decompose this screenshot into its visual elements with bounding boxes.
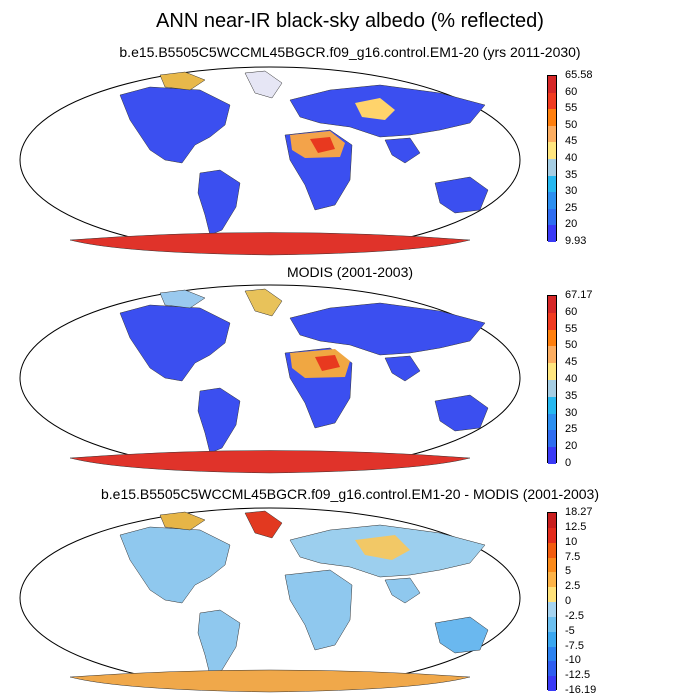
colorbar-label: 67.17 [565, 289, 593, 301]
colorbar-label: 65.58 [565, 69, 593, 81]
colorbar-swatch [548, 329, 556, 347]
colorbar-swatch [548, 646, 556, 662]
colorbar-swatch [548, 380, 556, 398]
colorbar-label: 30 [565, 185, 578, 198]
colorbar-label: -16.19 [565, 684, 597, 696]
panel-3-map [19, 507, 521, 693]
panel-2-colorbar-box [547, 295, 557, 465]
colorbar-swatch [548, 447, 556, 465]
colorbar-label: 0 [565, 595, 572, 607]
colorbar-label: 50 [565, 118, 578, 131]
colorbar-swatch [548, 312, 556, 331]
panel-1-map-content [19, 66, 521, 256]
colorbar-swatch [548, 225, 556, 243]
colorbar-swatch [548, 513, 556, 529]
colorbar-label: 5 [565, 565, 572, 578]
colorbar-swatch [548, 192, 556, 210]
panel-3-colorbar-box [547, 512, 557, 692]
colorbar-swatch [548, 587, 556, 603]
colorbar-label: -2.5 [565, 609, 584, 622]
panel-3-colorbar: 18.27 12.5 10 7.5 5 2.5 0 -2.5 -5 -7.5 -10 -12.5 -16… [547, 506, 607, 696]
colorbar-swatch [548, 542, 556, 558]
colorbar-swatch [548, 159, 556, 177]
colorbar-label: 60 [565, 305, 578, 318]
colorbar-label: 55 [565, 322, 578, 335]
colorbar-label: -5 [565, 624, 575, 637]
colorbar-swatch [548, 109, 556, 127]
colorbar-swatch [548, 125, 556, 143]
panel-2-colorbar: 67.17 60 55 50 45 40 35 30 25 20 0 [547, 289, 607, 469]
colorbar-swatch [548, 572, 556, 588]
colorbar-label: 55 [565, 102, 578, 115]
colorbar-swatch [548, 413, 556, 431]
colorbar-label: 60 [565, 85, 578, 98]
panel-1-title: b.e15.B5505C5WCCML45BGCR.f09_g16.control… [119, 44, 581, 60]
colorbar-swatch [548, 175, 556, 193]
panel-2-map [19, 284, 521, 474]
colorbar-label: 35 [565, 389, 578, 402]
colorbar-swatch [548, 557, 556, 573]
panel-1-colorbar-box [547, 75, 557, 243]
panel-1-colorbar: 65.58 60 55 50 45 40 35 30 25 20 9.93 [547, 69, 607, 247]
panel-3-map-content [19, 507, 521, 693]
colorbar-label: 0 [565, 457, 572, 469]
colorbar-swatch [548, 396, 556, 415]
colorbar-label: -10 [565, 654, 581, 667]
panel-3-title: b.e15.B5505C5WCCML45BGCR.f09_g16.control… [100, 486, 600, 502]
colorbar-swatch [548, 142, 556, 160]
colorbar-label: -7.5 [565, 639, 584, 652]
figure-title: ANN near-IR black-sky albedo (% reflecte… [156, 10, 544, 32]
colorbar-swatch [548, 92, 556, 110]
colorbar-swatch [548, 631, 556, 647]
colorbar-label: 7.5 [565, 550, 581, 563]
colorbar-swatch [548, 76, 556, 94]
colorbar-label: 9.93 [565, 235, 587, 247]
colorbar-label: 12.5 [565, 520, 587, 533]
colorbar-label: 10 [565, 535, 578, 548]
colorbar-swatch [548, 527, 556, 544]
colorbar-label: 2.5 [565, 580, 581, 593]
colorbar-label: -12.5 [565, 669, 591, 682]
colorbar-swatch [548, 208, 556, 226]
colorbar-swatch [548, 676, 556, 692]
colorbar-label: 30 [565, 406, 578, 419]
colorbar-swatch [548, 296, 556, 314]
colorbar-label: 50 [565, 339, 578, 352]
colorbar-label: 45 [565, 135, 578, 148]
colorbar-label: 20 [565, 440, 578, 453]
colorbar-label: 35 [565, 168, 578, 181]
panel-2-title: MODIS (2001-2003) [286, 264, 414, 280]
panel-1-map [19, 66, 521, 256]
colorbar-label: 25 [565, 423, 578, 436]
colorbar-swatch [548, 661, 556, 677]
colorbar-label: 25 [565, 201, 578, 214]
colorbar-swatch [548, 602, 556, 618]
colorbar-label: 18.27 [565, 506, 593, 518]
colorbar-swatch [548, 363, 556, 381]
panel-2-map-content [19, 284, 521, 474]
colorbar-label: 40 [565, 373, 578, 385]
colorbar-swatch [548, 616, 556, 633]
colorbar-label: 20 [565, 218, 578, 231]
colorbar-label: 45 [565, 356, 578, 369]
colorbar-swatch [548, 346, 556, 364]
colorbar-label: 40 [565, 152, 578, 164]
colorbar-swatch [548, 430, 556, 448]
